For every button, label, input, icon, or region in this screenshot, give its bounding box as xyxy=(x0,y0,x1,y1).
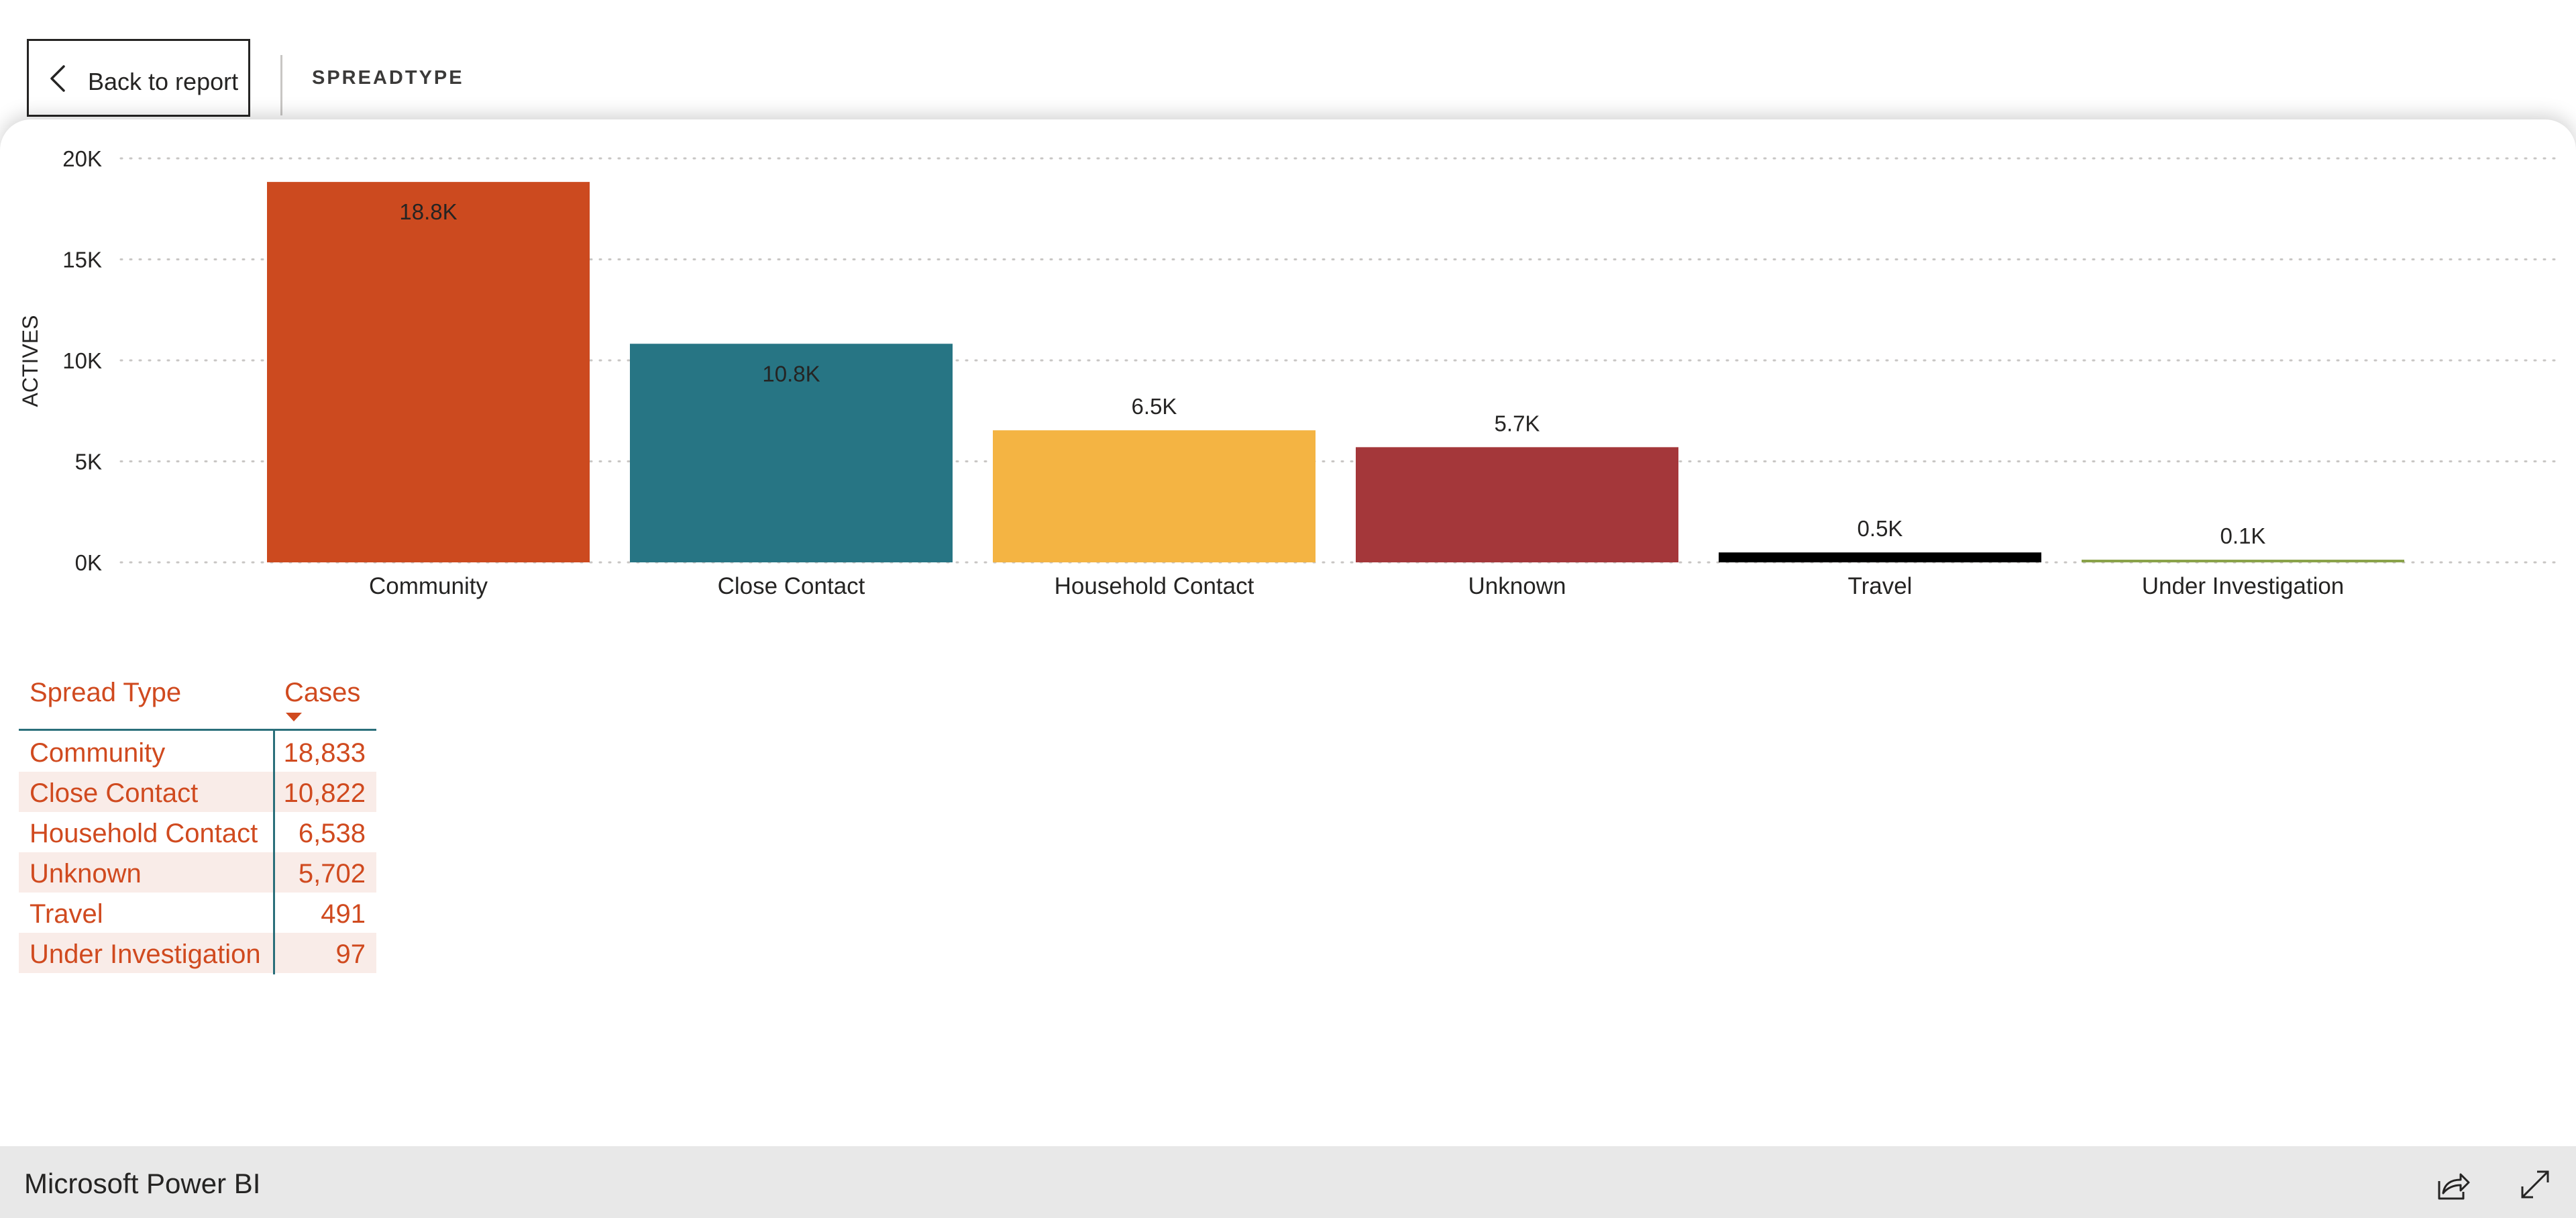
column-header-cases[interactable]: Cases xyxy=(284,678,361,707)
x-tick-label: Close Contact xyxy=(718,573,865,599)
y-tick-label: 15K xyxy=(62,248,102,272)
table-row[interactable]: Close Contact 10,822 xyxy=(19,772,376,812)
back-to-report-button[interactable]: Back to report xyxy=(27,39,250,117)
bar[interactable] xyxy=(267,182,590,562)
footer-bar: Microsoft Power BI xyxy=(0,1146,2576,1218)
cell-spread-type: Close Contact xyxy=(30,778,199,808)
brand-label: Microsoft Power BI xyxy=(24,1168,261,1199)
data-label: 18.8K xyxy=(399,199,457,224)
y-tick-label: 0K xyxy=(75,550,102,575)
x-tick-label: Travel xyxy=(1848,573,1913,599)
data-label: 5.7K xyxy=(1495,411,1540,436)
chevron-left-icon xyxy=(50,65,65,92)
cell-cases: 10,822 xyxy=(283,778,366,808)
cell-spread-type: Under Investigation xyxy=(30,940,261,969)
header-divider xyxy=(280,55,282,115)
spread-type-table[interactable]: Spread Type Cases Community 18,833 Close… xyxy=(19,664,376,980)
cell-cases: 18,833 xyxy=(283,738,366,768)
x-tick-label: Household Contact xyxy=(1055,573,1254,599)
focus-mode-header: Back to report SPREADTYPE xyxy=(0,0,2576,121)
column-divider xyxy=(273,729,275,974)
data-label: 10.8K xyxy=(762,361,820,386)
cell-spread-type: Community xyxy=(30,738,166,768)
share-icon[interactable] xyxy=(2434,1166,2471,1204)
cell-cases: 97 xyxy=(335,940,366,969)
y-tick-label: 5K xyxy=(75,450,102,474)
x-tick-label: Community xyxy=(369,573,488,599)
bar[interactable] xyxy=(630,344,953,562)
table-row[interactable]: Unknown 5,702 xyxy=(19,852,376,893)
bar-chart[interactable]: 0K 5K 10K 15K 20K ACTIVES 18.8K Community 10.8K C… xyxy=(0,119,2576,623)
table-row[interactable]: Travel 491 xyxy=(19,893,376,933)
expand-icon[interactable] xyxy=(2517,1166,2553,1203)
bar[interactable] xyxy=(993,430,1316,562)
bar[interactable] xyxy=(2082,560,2404,562)
bar[interactable] xyxy=(1719,552,2041,562)
bar[interactable] xyxy=(1356,447,1678,562)
y-axis-title: ACTIVES xyxy=(18,315,42,407)
visual-title: SPREADTYPE xyxy=(312,67,464,89)
cell-cases: 5,702 xyxy=(298,859,366,889)
table-row[interactable]: Under Investigation 97 xyxy=(19,933,376,973)
cell-cases: 6,538 xyxy=(298,819,366,848)
table-row[interactable]: Community 18,833 xyxy=(19,731,376,772)
x-tick-label: Unknown xyxy=(1468,573,1566,599)
sort-descending-icon[interactable] xyxy=(286,713,302,721)
y-tick-label: 20K xyxy=(62,146,102,171)
cell-spread-type: Travel xyxy=(30,899,103,929)
cell-cases: 491 xyxy=(321,899,366,929)
cell-spread-type: Household Contact xyxy=(30,819,258,848)
table-row[interactable]: Household Contact 6,538 xyxy=(19,812,376,852)
column-header-spread-type[interactable]: Spread Type xyxy=(30,678,182,707)
y-tick-label: 10K xyxy=(62,348,102,373)
x-tick-label: Under Investigation xyxy=(2142,573,2345,599)
data-label: 6.5K xyxy=(1132,394,1177,419)
data-label: 0.1K xyxy=(2220,523,2266,548)
header-underline xyxy=(19,729,376,731)
data-label: 0.5K xyxy=(1858,516,1903,541)
back-to-report-label: Back to report xyxy=(88,68,239,95)
cell-spread-type: Unknown xyxy=(30,859,142,889)
